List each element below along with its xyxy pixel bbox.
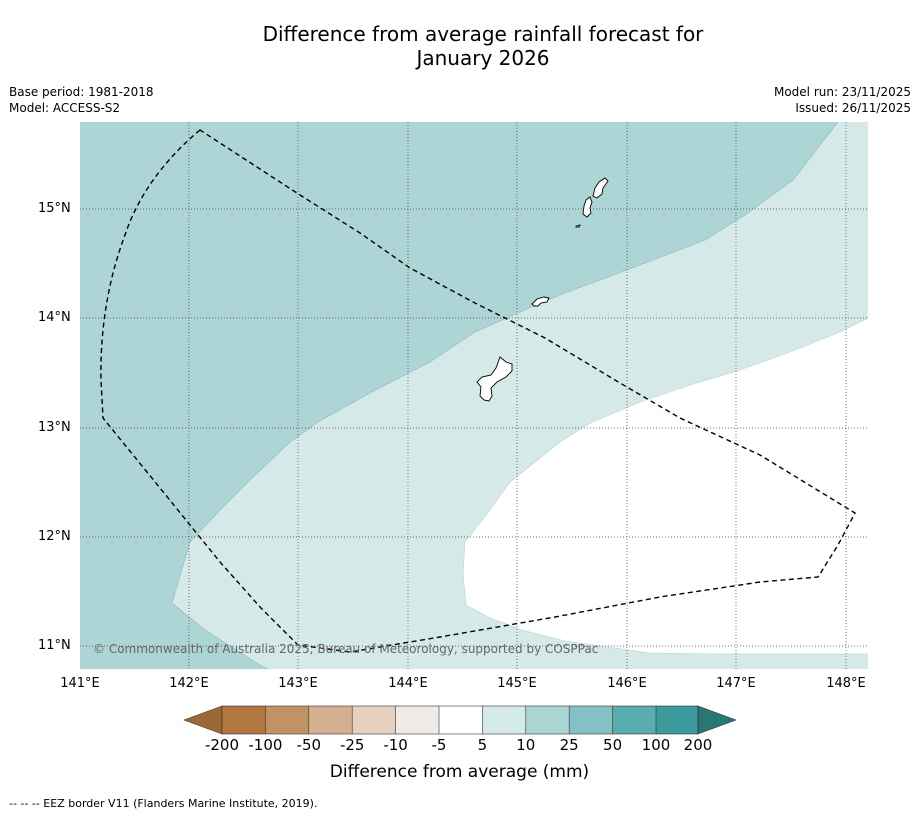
- lon-label-145e: 145°E: [497, 676, 537, 691]
- colorbar-label: -200: [204, 736, 240, 754]
- colorbar-label: 200: [683, 736, 713, 754]
- contour-10: [462, 317, 868, 655]
- colorbar-label: -50: [296, 736, 322, 754]
- colorbar-label: 5: [477, 736, 488, 754]
- meta-left: Base period: 1981-2018 Model: ACCESS-S2: [9, 84, 154, 116]
- lat-label-12n: 12°N: [38, 529, 71, 544]
- lon-label-143e: 143°E: [278, 676, 318, 691]
- lat-label-14n: 14°N: [38, 310, 71, 325]
- colorbar-cell: [569, 706, 613, 734]
- colorbar: [183, 705, 737, 735]
- colorbar-label: 100: [641, 736, 671, 754]
- colorbar-frame: [221, 705, 699, 735]
- issued-label: Issued: 26/11/2025: [795, 101, 911, 115]
- colorbar-cell-low-extend: [183, 705, 223, 735]
- meta-right: Model run: 23/11/2025 Issued: 26/11/2025: [774, 84, 911, 116]
- lat-label-11n: 11°N: [38, 638, 71, 653]
- colorbar-cell: [439, 706, 483, 734]
- region-25-50: [80, 122, 838, 669]
- gridlines: [80, 122, 868, 669]
- island-aguijan: [575, 224, 581, 228]
- eez-footnote: -- -- -- EEZ border V11 (Flanders Marine…: [9, 797, 318, 810]
- island-guam: [476, 356, 513, 402]
- copyright-text: © Commonwealth of Australia 2025, Bureau…: [93, 642, 598, 656]
- colorbar-label: 25: [559, 736, 579, 754]
- island-tinian: [582, 196, 593, 218]
- lon-label-147e: 147°E: [716, 676, 756, 691]
- eez-border: [100, 129, 856, 653]
- lon-label-141e: 141°E: [60, 676, 100, 691]
- colorbar-cell: [525, 706, 570, 734]
- colorbar-label: 10: [516, 736, 536, 754]
- colorbar-title: Difference from average (mm): [329, 762, 590, 782]
- model-label: Model: ACCESS-S2: [9, 101, 121, 115]
- colorbar-label: -5: [431, 736, 447, 754]
- colorbar-cell: [482, 706, 526, 734]
- colorbar-cell: [656, 706, 698, 734]
- contour-25: [171, 122, 839, 669]
- island-saipan: [592, 177, 609, 199]
- title-line-1: Difference from average rainfall forecas…: [262, 22, 704, 46]
- lon-label-146e: 146°E: [607, 676, 647, 691]
- map-area: © Commonwealth of Australia 2025, Bureau…: [80, 122, 868, 669]
- colorbar-dividers: [265, 706, 657, 734]
- colorbar-label: -100: [248, 736, 283, 754]
- islands: [476, 177, 609, 402]
- colorbar-cell: [352, 706, 396, 734]
- map-title: Difference from average rainfall forecas…: [0, 22, 919, 70]
- colorbar-cell: [222, 706, 266, 734]
- model-run-label: Model run: 23/11/2025: [773, 85, 911, 99]
- colorbar-cell: [265, 706, 309, 734]
- lat-label-15n: 15°N: [38, 201, 71, 216]
- base-period-label: Base period: 1981-2018: [9, 85, 154, 99]
- colorbar-cell: [308, 706, 353, 734]
- lon-label-148e: 148°E: [826, 676, 866, 691]
- title-line-2: January 2026: [416, 46, 550, 70]
- lon-label-144e: 144°E: [388, 676, 428, 691]
- colorbar-cell: [612, 706, 656, 734]
- colorbar-label: -10: [383, 736, 408, 754]
- colorbar-cell-high-extend: [697, 705, 737, 735]
- colorbar-label: 50: [603, 736, 623, 754]
- colorbar-cell: [395, 706, 439, 734]
- lat-label-13n: 13°N: [38, 420, 71, 435]
- region-neutral: [463, 318, 868, 654]
- island-rota: [531, 296, 550, 307]
- colorbar-label: -25: [339, 736, 365, 754]
- lon-label-142e: 142°E: [169, 676, 209, 691]
